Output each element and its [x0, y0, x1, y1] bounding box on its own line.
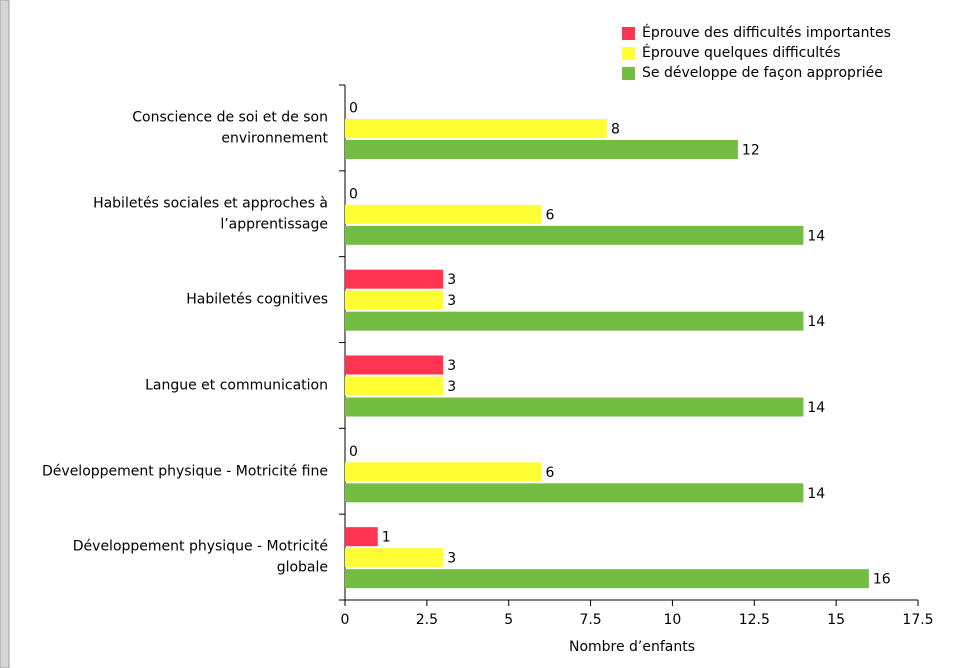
x-tick-label: 2.5: [416, 612, 438, 628]
bar: [345, 569, 869, 589]
bar: [345, 204, 542, 224]
bar: [345, 397, 804, 417]
bar: [345, 376, 444, 396]
bar: [345, 548, 444, 568]
value-label: 14: [807, 314, 825, 330]
category-label: Conscience de soi et de son: [132, 110, 328, 126]
legend-label: Éprouve quelques difficultés: [642, 44, 841, 61]
bar: [345, 527, 378, 547]
category-label: Habiletés cognitives: [186, 292, 328, 308]
bar: [345, 462, 542, 482]
x-tick-label: 15: [827, 612, 845, 628]
value-label: 0: [349, 444, 358, 460]
legend-swatch: [622, 27, 635, 40]
x-tick-label: 10: [664, 612, 682, 628]
x-tick-label: 12.5: [739, 612, 770, 628]
category-label: Développement physique - Motricité: [73, 539, 328, 555]
value-label: 14: [807, 400, 825, 416]
value-label: 14: [807, 228, 825, 244]
value-label: 16: [873, 572, 891, 588]
value-label: 6: [545, 465, 554, 481]
x-axis-label: Nombre d’enfants: [569, 639, 695, 655]
bar: [345, 483, 804, 503]
value-label: 3: [447, 551, 456, 567]
legend-label: Se développe de façon appropriée: [642, 65, 883, 81]
x-tick-label: 17.5: [902, 612, 933, 628]
category-label: environnement: [221, 131, 328, 147]
value-label: 3: [447, 379, 456, 395]
value-label: 6: [545, 207, 554, 223]
value-label: 8: [611, 122, 620, 138]
bar: [345, 225, 804, 245]
x-tick-label: 7.5: [579, 612, 601, 628]
category-label: Langue et communication: [145, 378, 328, 394]
value-label: 0: [349, 101, 358, 117]
x-tick-label: 5: [504, 612, 513, 628]
value-label: 0: [349, 186, 358, 202]
value-label: 12: [742, 143, 760, 159]
window-edge: [0, 0, 10, 668]
legend-swatch: [622, 47, 635, 60]
value-label: 3: [447, 358, 456, 374]
x-tick-label: 0: [341, 612, 350, 628]
legend-swatch: [622, 67, 635, 80]
bar: [345, 290, 444, 310]
bar: [345, 355, 444, 375]
category-label: Développement physique - Motricité fine: [42, 463, 328, 479]
bar: [345, 269, 444, 289]
value-label: 3: [447, 293, 456, 309]
value-label: 3: [447, 272, 456, 288]
category-label: l’apprentissage: [220, 216, 328, 232]
bar: [345, 140, 738, 159]
value-label: 14: [807, 486, 825, 502]
value-label: 1: [382, 530, 391, 546]
legend-label: Éprouve des difficultés importantes: [642, 24, 891, 41]
bar: [345, 311, 804, 331]
category-label: globale: [277, 560, 328, 576]
bar: [345, 119, 607, 138]
category-label: Habiletés sociales et approches à: [93, 195, 328, 211]
